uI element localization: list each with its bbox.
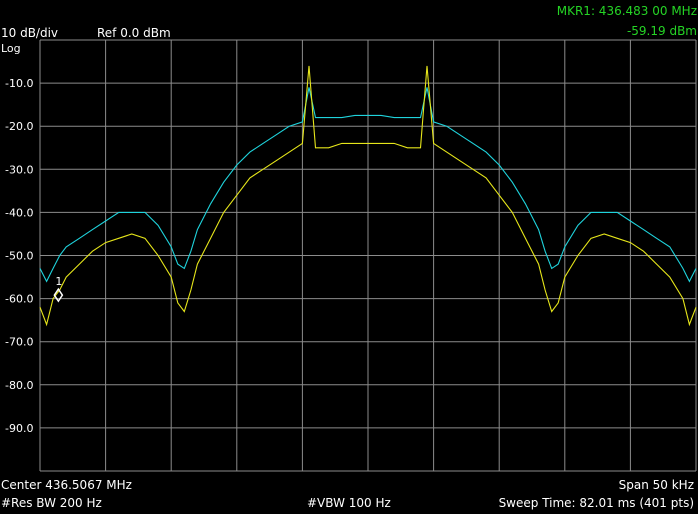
- y-tick-label: -70.0: [5, 336, 33, 349]
- live-trace: [39, 65, 697, 327]
- resolution-bandwidth-label: #Res BW 200 Hz: [1, 496, 102, 510]
- scale-label: 10 dB/div: [1, 26, 59, 40]
- y-tick-label: -60.0: [5, 293, 33, 306]
- log-label: Log: [1, 42, 21, 55]
- marker-amplitude-readout: -59.19 dBm: [626, 24, 697, 38]
- y-tick-label: -90.0: [5, 422, 33, 435]
- y-tick-label: -40.0: [5, 206, 33, 219]
- marker-number: 1: [55, 275, 62, 288]
- sweep-time-label: Sweep Time: 82.01 ms (401 pts): [498, 496, 694, 510]
- reference-level-label: Ref 0.0 dBm: [97, 26, 171, 40]
- center-frequency-label: Center 436.5067 MHz: [1, 478, 132, 492]
- marker-diamond-icon: [53, 287, 64, 303]
- y-axis-ticks: -10.0 -20.0 -30.0 -40.0 -50.0 -60.0 -70.0 -80.0…: [5, 77, 33, 435]
- max-hold-trace: [39, 87, 697, 283]
- marker-frequency-readout: MKR1: 436.483 00 MHz: [556, 4, 697, 18]
- marker-1: 1: [53, 275, 64, 303]
- video-bandwidth-label: #VBW 100 Hz: [307, 496, 391, 510]
- span-label: Span 50 kHz: [618, 478, 694, 492]
- y-tick-label: -20.0: [5, 120, 33, 133]
- plot-grid: [39, 39, 697, 472]
- y-tick-label: -50.0: [5, 250, 33, 263]
- y-tick-label: -30.0: [5, 163, 33, 176]
- y-tick-label: -80.0: [5, 379, 33, 392]
- y-tick-label: -10.0: [5, 77, 33, 90]
- traces: [39, 65, 697, 327]
